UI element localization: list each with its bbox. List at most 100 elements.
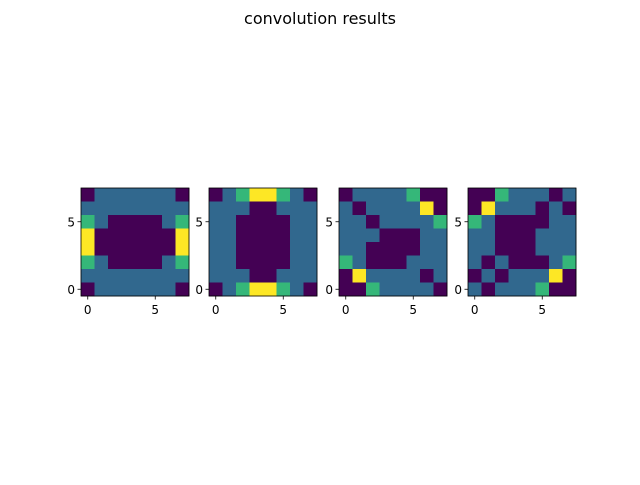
y-tick-label: 0 bbox=[454, 283, 462, 297]
heatmap-cell bbox=[276, 269, 291, 283]
x-tick-label: 5 bbox=[409, 303, 417, 317]
heatmap-cell bbox=[379, 255, 394, 270]
heatmap-cell bbox=[175, 188, 190, 202]
heatmap-cell bbox=[495, 269, 509, 283]
heatmap-cell bbox=[393, 242, 407, 256]
heatmap-cell bbox=[406, 228, 421, 243]
heatmap-cell bbox=[263, 269, 277, 283]
heatmap-cell bbox=[209, 228, 223, 243]
heatmap-cell bbox=[522, 188, 536, 202]
heatmap-cell bbox=[81, 255, 95, 270]
heatmap-cell bbox=[508, 188, 523, 202]
heatmap-cell bbox=[339, 282, 353, 297]
heatmap-cell bbox=[121, 282, 136, 297]
heatmap-cell bbox=[468, 269, 482, 283]
heatmap-cell bbox=[481, 201, 496, 216]
heatmap-cell bbox=[468, 201, 482, 216]
heatmap-cell bbox=[175, 201, 190, 216]
heatmap-cell bbox=[209, 269, 223, 283]
heatmap-cell bbox=[433, 201, 448, 216]
heatmap-cell bbox=[276, 242, 291, 256]
heatmap-cell bbox=[549, 242, 563, 256]
heatmap-cell bbox=[276, 188, 291, 202]
heatmap-cell bbox=[94, 228, 109, 243]
y-tick-label: 5 bbox=[454, 215, 462, 229]
x-tick-label: 0 bbox=[342, 303, 350, 317]
heatmap-cell bbox=[366, 255, 380, 270]
axes-frame bbox=[338, 187, 448, 297]
heatmap-cell bbox=[420, 201, 434, 216]
heatmap-cell bbox=[94, 201, 109, 216]
heatmap-cell bbox=[549, 201, 563, 216]
heatmap-cell bbox=[549, 255, 563, 270]
heatmap-cell bbox=[303, 269, 318, 283]
heatmap-cell bbox=[379, 188, 394, 202]
heatmap-cell bbox=[108, 215, 122, 229]
heatmap-cell bbox=[162, 269, 176, 283]
heatmap-cell bbox=[481, 269, 496, 283]
heatmap-cell bbox=[406, 188, 421, 202]
heatmap-cell bbox=[222, 282, 237, 297]
heatmap-cell bbox=[352, 201, 367, 216]
heatmap-cell bbox=[352, 255, 367, 270]
heatmap-cell bbox=[209, 215, 223, 229]
heatmap-cell bbox=[236, 269, 250, 283]
heatmap-cell bbox=[162, 242, 176, 256]
heatmap-cell bbox=[222, 201, 237, 216]
heatmap-cell bbox=[535, 269, 550, 283]
heatmap-cell bbox=[535, 228, 550, 243]
heatmap-cell bbox=[468, 282, 482, 297]
heatmap-cell bbox=[135, 201, 149, 216]
heatmap-cell bbox=[495, 242, 509, 256]
heatmap-cell bbox=[209, 255, 223, 270]
heatmap-cell bbox=[290, 282, 304, 297]
heatmap-cell bbox=[339, 215, 353, 229]
heatmap-cell bbox=[148, 215, 163, 229]
heatmap-cell bbox=[522, 255, 536, 270]
heatmap-cell bbox=[495, 188, 509, 202]
y-tick-label: 5 bbox=[67, 215, 75, 229]
heatmap-cell bbox=[222, 228, 237, 243]
heatmap-cell bbox=[162, 215, 176, 229]
heatmap-cell bbox=[222, 188, 237, 202]
heatmap-cell bbox=[420, 242, 434, 256]
heatmap-cell bbox=[508, 269, 523, 283]
heatmap-cell bbox=[522, 242, 536, 256]
y-tick-label: 0 bbox=[325, 283, 333, 297]
heatmap-cell bbox=[290, 228, 304, 243]
heatmap-cell bbox=[535, 215, 550, 229]
heatmap-cell bbox=[433, 282, 448, 297]
heatmap-cell bbox=[522, 282, 536, 297]
heatmap-cell bbox=[148, 255, 163, 270]
heatmap-cell bbox=[276, 282, 291, 297]
heatmap-cell bbox=[339, 269, 353, 283]
heatmap-cell bbox=[209, 282, 223, 297]
heatmap-cell bbox=[290, 188, 304, 202]
heatmap-cell bbox=[562, 255, 577, 270]
heatmap-cell bbox=[420, 282, 434, 297]
heatmap-cell bbox=[393, 255, 407, 270]
heatmap-cell bbox=[468, 242, 482, 256]
heatmap-cell bbox=[522, 215, 536, 229]
heatmap-cell bbox=[303, 188, 318, 202]
x-tick-label: 5 bbox=[151, 303, 159, 317]
heatmap-cell bbox=[508, 242, 523, 256]
heatmap-cell bbox=[236, 201, 250, 216]
heatmap-cell bbox=[148, 282, 163, 297]
heatmap-cell bbox=[535, 242, 550, 256]
heatmap-cell bbox=[121, 242, 136, 256]
heatmap-cell bbox=[495, 228, 509, 243]
heatmap-cell bbox=[121, 255, 136, 270]
heatmap-cell bbox=[481, 188, 496, 202]
heatmap-cell bbox=[236, 255, 250, 270]
heatmap-cell bbox=[263, 282, 277, 297]
heatmap-cell bbox=[222, 215, 237, 229]
heatmap-cell bbox=[162, 188, 176, 202]
heatmap-cell bbox=[562, 242, 577, 256]
heatmap-cell bbox=[135, 242, 149, 256]
heatmap-cell bbox=[135, 282, 149, 297]
heatmap-cell bbox=[249, 255, 264, 270]
heatmap-cell bbox=[236, 228, 250, 243]
heatmap-cell bbox=[379, 282, 394, 297]
